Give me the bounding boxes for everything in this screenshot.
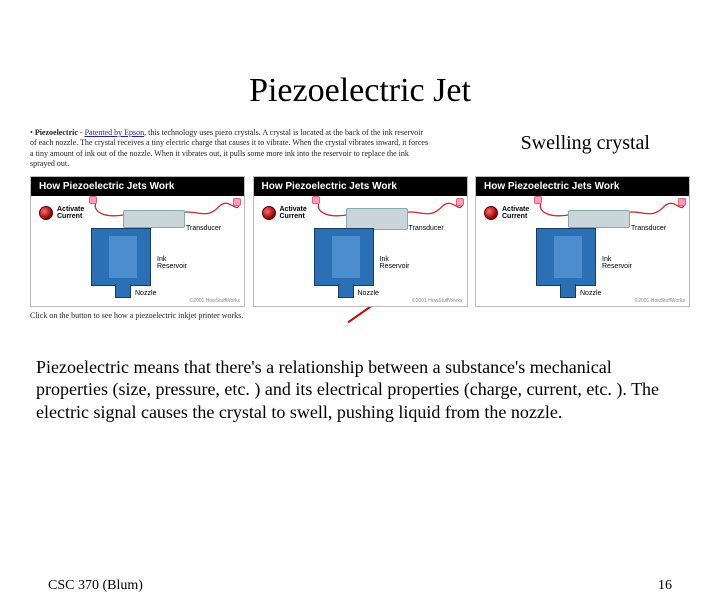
connector-icon — [456, 198, 464, 206]
transducer-label: Transducer — [409, 225, 444, 232]
panel-header: How Piezoelectric Jets Work — [31, 177, 244, 196]
activate-label: Activate Current — [280, 206, 307, 221]
panels-row: How Piezoelectric Jets Work Activate Cur… — [0, 176, 720, 307]
activate-button[interactable]: Activate Current — [484, 206, 529, 221]
transducer-shape — [346, 208, 408, 230]
nozzle-label: Nozzle — [358, 290, 379, 297]
reservoir-inner-shape — [554, 236, 582, 278]
reservoir-label: Ink Reservoir — [157, 256, 187, 270]
nozzle-shape — [338, 284, 354, 298]
credit-label: ©2001 HowStuffWorks — [190, 298, 240, 304]
panel-header: How Piezoelectric Jets Work — [254, 177, 467, 196]
connector-icon — [678, 198, 686, 206]
nozzle-label: Nozzle — [135, 290, 156, 297]
activate-button[interactable]: Activate Current — [262, 206, 307, 221]
panel-body: Activate Current Transducer Ink Reservoi… — [254, 196, 467, 306]
transducer-label: Transducer — [186, 225, 221, 232]
reservoir-inner-shape — [332, 236, 360, 278]
panel-header: How Piezoelectric Jets Work — [476, 177, 689, 196]
panel-body: Activate Current Transducer Ink Reservoi… — [476, 196, 689, 306]
credit-label: ©2001 HowStuffWorks — [635, 298, 685, 304]
connector-icon — [534, 196, 542, 204]
footer-left: CSC 370 (Blum) — [48, 578, 143, 594]
reservoir-inner-shape — [109, 236, 137, 278]
connector-icon — [312, 196, 320, 204]
credit-label: ©2001 HowStuffWorks — [412, 298, 462, 304]
swelling-crystal-label: Swelling crystal — [521, 132, 650, 155]
body-paragraph: Piezoelectric means that there's a relat… — [0, 356, 720, 424]
connector-icon — [89, 196, 97, 204]
activate-button[interactable]: Activate Current — [39, 206, 84, 221]
panel-body: Activate Current Transducer Ink Reservoi… — [31, 196, 244, 306]
diagram-panel-3: How Piezoelectric Jets Work Activate Cur… — [475, 176, 690, 307]
activate-led-icon — [262, 206, 276, 220]
intro-lead: Piezoelectric — [35, 128, 78, 137]
diagram-panel-1: How Piezoelectric Jets Work Activate Cur… — [30, 176, 245, 307]
activate-led-icon — [39, 206, 53, 220]
intro-row: • Piezoelectric - Patented by Epson, thi… — [0, 128, 720, 170]
activate-led-icon — [484, 206, 498, 220]
nozzle-label: Nozzle — [580, 290, 601, 297]
reservoir-label: Ink Reservoir — [602, 256, 632, 270]
annotation-cell: Swelling crystal — [430, 128, 690, 158]
intro-text: • Piezoelectric - Patented by Epson, thi… — [30, 128, 430, 170]
transducer-label: Transducer — [631, 225, 666, 232]
slide-footer: CSC 370 (Blum) 16 — [0, 578, 720, 594]
reservoir-label: Ink Reservoir — [380, 256, 410, 270]
activate-label: Activate Current — [502, 206, 529, 221]
transducer-shape — [123, 210, 185, 228]
slide-title: Piezoelectric Jet — [0, 72, 720, 110]
diagram-panel-2: How Piezoelectric Jets Work Activate Cur… — [253, 176, 468, 307]
transducer-shape — [568, 210, 630, 228]
activate-label: Activate Current — [57, 206, 84, 221]
intro-patent-link[interactable]: Patented by Epson — [85, 128, 145, 137]
nozzle-shape — [560, 284, 576, 298]
connector-icon — [233, 198, 241, 206]
nozzle-shape — [115, 284, 131, 298]
footer-page-number: 16 — [658, 578, 672, 594]
